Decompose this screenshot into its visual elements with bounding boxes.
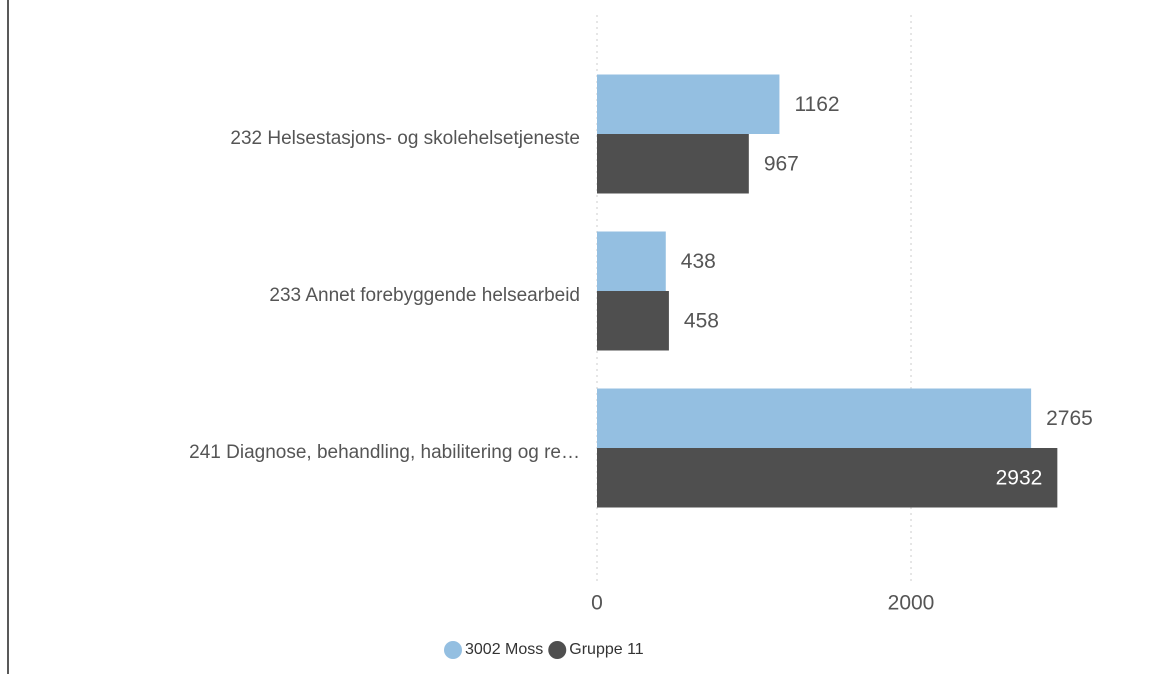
bar (597, 74, 780, 134)
value-label: 458 (684, 309, 719, 332)
value-label: 1162 (794, 93, 839, 116)
bar (597, 134, 749, 194)
legend-label: Gruppe 11 (569, 641, 644, 658)
x-tick-label: 0 (591, 592, 603, 615)
value-label: 2932 (996, 466, 1043, 489)
value-label: 2765 (1046, 407, 1093, 430)
bar (597, 388, 1032, 448)
bar (597, 231, 666, 291)
legend-swatch (548, 641, 567, 659)
legend-label: 3002 Moss (465, 641, 543, 658)
value-label: 967 (764, 152, 799, 175)
bar (597, 291, 669, 351)
y-tick-label: 241 Diagnose, behandling, habilitering o… (189, 442, 580, 463)
value-label: 438 (681, 250, 716, 273)
x-tick-label: 2000 (888, 592, 935, 615)
y-tick-label: 232 Helsestasjons- og skolehelsetjeneste (230, 128, 580, 149)
y-tick-label: 233 Annet forebyggende helsearbeid (269, 285, 580, 306)
legend-swatch (444, 641, 462, 659)
bar (597, 448, 1058, 508)
